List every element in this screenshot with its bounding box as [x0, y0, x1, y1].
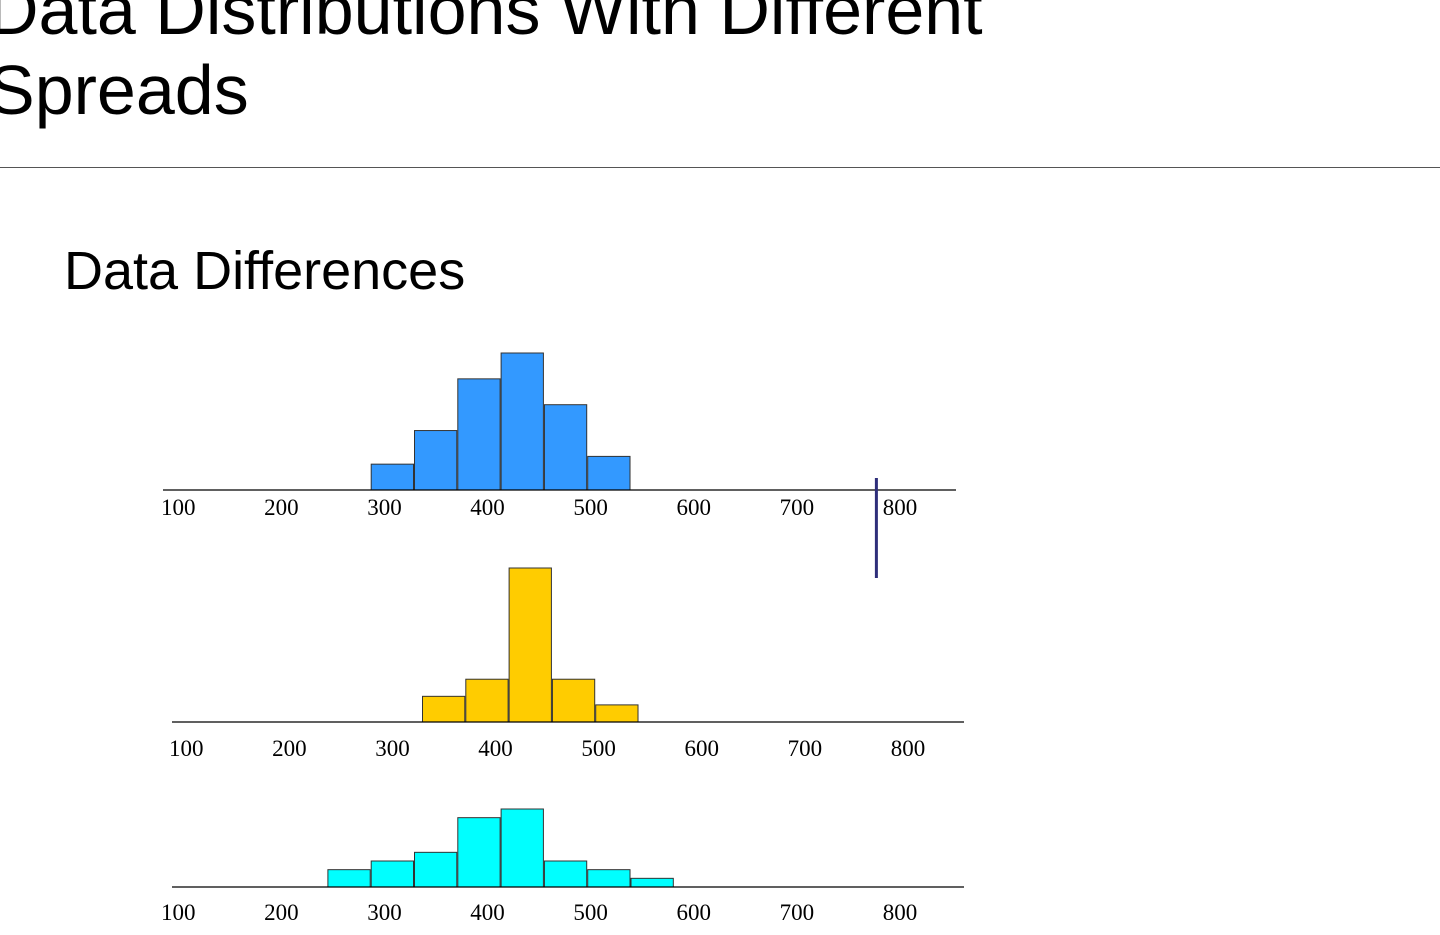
histogram-1-bar-1: [370, 463, 415, 491]
histogram-3-tick-label-400: 400: [470, 900, 505, 925]
slide-title: Data Distributions With Different Spread…: [0, 0, 1428, 130]
histogram-3-bar-5: [500, 808, 544, 888]
histogram-3-tick-label-800: 800: [883, 900, 918, 925]
histogram-chart-1: 100 200 300 400 500 600 700 800: [161, 352, 956, 578]
histogram-1-bar-4: [500, 352, 544, 491]
histogram-1-bar-6: [587, 455, 631, 491]
title-divider: [0, 167, 1440, 168]
histogram-1-tick-label-400: 400: [470, 495, 505, 520]
histogram-3-bar-3: [414, 851, 458, 888]
histogram-1-tick-label-200: 200: [264, 495, 299, 520]
histogram-3-bar-4: [457, 817, 501, 888]
histogram-2-tick-label-800: 800: [891, 736, 926, 761]
histogram-1-tick-label-600: 600: [677, 495, 712, 520]
histogram-2-tick-label-400: 400: [478, 736, 513, 761]
histogram-3-tick-label-500: 500: [573, 900, 608, 925]
histogram-3-bar-7: [587, 869, 631, 888]
histogram-chart-3: 100 200 300 400 500 600 700 800: [161, 808, 964, 925]
histogram-2-tick-label-500: 500: [581, 736, 616, 761]
histogram-2-tick-label-100: 100: [169, 736, 204, 761]
histogram-3-tick-label-100: 100: [161, 900, 196, 925]
histogram-1-tick-label-800: 800: [883, 495, 918, 520]
histogram-2-bar-5: [595, 704, 639, 723]
histogram-2-bar-2: [465, 678, 509, 723]
histogram-2-bar-1: [422, 695, 466, 723]
histogram-3-bar-8: [630, 877, 674, 888]
slide-title-line-1: Data Distributions With Different: [0, 0, 983, 49]
histogram-3-tick-label-300: 300: [367, 900, 402, 925]
histogram-1-tick-label-500: 500: [573, 495, 608, 520]
histogram-1-tick-label-700: 700: [780, 495, 815, 520]
histogram-2-bar-3: [508, 567, 552, 723]
histogram-1-bar-5: [543, 404, 588, 491]
histogram-3-tick-label-600: 600: [677, 900, 712, 925]
histogram-1-tick-label-100: 100: [161, 495, 196, 520]
histogram-3-bar-1: [327, 869, 371, 888]
histogram-2-tick-label-200: 200: [272, 736, 307, 761]
histogram-3-tick-label-700: 700: [780, 900, 815, 925]
histogram-3-bar-6: [543, 860, 588, 888]
slide-title-line-2: Spreads: [0, 51, 249, 129]
slide-subtitle: Data Differences: [64, 241, 466, 301]
histogram-1-bar-2: [414, 430, 458, 491]
histogram-1-tick-label-300: 300: [367, 495, 402, 520]
histogram-chart-2: 100 200 300 400 500 600 700 800: [169, 567, 964, 761]
histogram-3-tick-label-200: 200: [264, 900, 299, 925]
histogram-2-tick-label-700: 700: [788, 736, 823, 761]
histogram-2-tick-label-600: 600: [685, 736, 720, 761]
histogram-2-bar-4: [551, 678, 596, 723]
histogram-1-bar-3: [457, 378, 501, 491]
histogram-2-tick-label-300: 300: [375, 736, 410, 761]
histogram-3-bar-2: [370, 860, 415, 888]
